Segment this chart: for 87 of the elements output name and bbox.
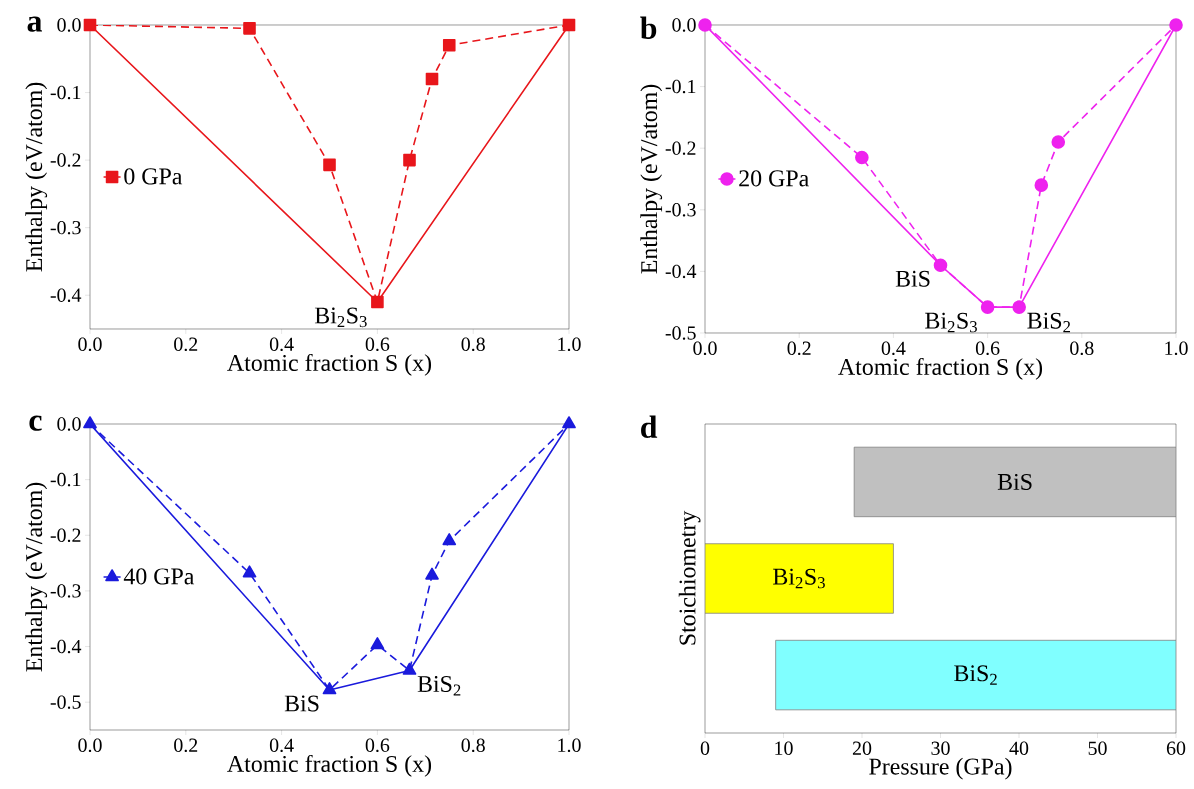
x-axis-title: Pressure (GPa) <box>869 757 1012 780</box>
x-axis-title: Atomic fraction S (x) <box>838 357 1043 380</box>
y-tick-label: -0.3 <box>50 584 81 598</box>
legend-label: 0 GPa <box>124 168 183 185</box>
point <box>1169 18 1183 32</box>
y-tick-label: -0.2 <box>665 141 696 155</box>
y-tick-label: 0.0 <box>57 417 81 431</box>
chart-title: d <box>641 415 658 438</box>
x-tick-label: 0.0 <box>78 337 102 352</box>
x-tick-label: 0.2 <box>174 337 198 352</box>
x-tick-label: 40 <box>1009 741 1029 755</box>
y-tick-label: -0.3 <box>665 203 696 217</box>
y-tick-label: -0.2 <box>50 153 81 167</box>
y-tick-label: -0.1 <box>50 472 81 487</box>
x-tick-label: 0.6 <box>365 337 390 352</box>
point <box>980 300 995 314</box>
y-axis-title: Enthalpy (eV/atom) <box>640 84 663 274</box>
x-tick-label: 20 <box>852 741 872 755</box>
point <box>933 258 948 273</box>
point <box>425 72 439 86</box>
point <box>442 38 456 52</box>
y-tick-label: -0.3 <box>50 220 81 235</box>
y-axis-title: Enthalpy (eV/atom) <box>25 482 48 672</box>
x-tick-label: 0.2 <box>787 341 811 356</box>
x-tick-label: 60 <box>1166 741 1186 755</box>
x-tick-label: 0.4 <box>269 337 294 352</box>
y-tick-label: -0.4 <box>50 639 82 654</box>
x-tick-label: 0.2 <box>174 738 198 753</box>
x-axis-title: Atomic fraction S (x) <box>227 353 432 376</box>
point <box>243 22 256 35</box>
chart-title: a <box>27 16 42 32</box>
point <box>323 158 336 172</box>
x-tick-label: 0 <box>700 741 710 755</box>
annotation: Bi$_{2}$S$_{3}$ <box>925 312 977 333</box>
point <box>83 18 97 32</box>
y-tick-label: -0.5 <box>665 326 696 340</box>
point <box>698 18 712 32</box>
point <box>370 637 385 650</box>
point <box>242 565 257 578</box>
x-tick-label: 0.4 <box>881 341 906 356</box>
x-tick-label: 30 <box>931 741 950 755</box>
point <box>1051 135 1066 149</box>
x-tick-label: 0.6 <box>975 341 1000 356</box>
y-tick-label: -0.4 <box>665 264 697 279</box>
x-tick-label: 0.4 <box>269 738 294 753</box>
y-tick-label: -0.1 <box>50 85 81 100</box>
y-tick-label: -0.1 <box>665 79 696 94</box>
legend-label: 40 GPa <box>123 568 195 585</box>
point <box>425 567 439 580</box>
x-tick-label: 0.8 <box>461 337 485 352</box>
point <box>371 295 384 309</box>
x-tick-label: 0.8 <box>461 738 485 753</box>
annotation: BiS$_{2}$ <box>1027 312 1071 333</box>
y-tick-label: -0.5 <box>50 695 81 709</box>
x-tick-label: 1.0 <box>1165 341 1188 356</box>
annotation: BiS <box>284 695 319 712</box>
point <box>855 150 869 165</box>
y-axis-title: Stoichiometry <box>678 510 701 645</box>
point <box>402 662 417 675</box>
x-tick-label: 10 <box>775 741 793 755</box>
point <box>562 416 576 429</box>
annotation: BiS$_{2}$ <box>417 675 461 696</box>
y-tick-label: 0.0 <box>57 18 81 32</box>
point <box>1012 300 1026 314</box>
y-tick-label: 0.0 <box>672 18 696 32</box>
point <box>403 153 416 167</box>
point <box>562 18 576 32</box>
y-axis-title: Enthalpy (eV/atom) <box>25 82 48 272</box>
chart-title: b <box>640 16 657 39</box>
y-tick-label: -0.2 <box>50 528 81 543</box>
x-tick-label: 50 <box>1088 741 1107 755</box>
point <box>83 416 97 429</box>
x-tick-label: 0.0 <box>78 738 102 753</box>
legend-label: 20 GPa <box>739 170 809 187</box>
x-tick-label: 1.0 <box>558 738 581 753</box>
y-tick-label: -0.4 <box>50 288 82 302</box>
annotation: BiS <box>895 270 930 287</box>
point <box>1034 178 1049 192</box>
x-tick-label: 0.6 <box>365 738 390 753</box>
point <box>322 682 337 695</box>
chart-title: c <box>29 415 42 431</box>
x-tick-label: 0.0 <box>693 341 717 356</box>
x-tick-label: 0.8 <box>1070 341 1094 356</box>
x-tick-label: 1.0 <box>558 337 581 352</box>
x-axis-title: Atomic fraction S (x) <box>227 754 432 777</box>
annotation: Bi$_{2}$S$_{3}$ <box>314 307 367 328</box>
point <box>442 533 457 546</box>
